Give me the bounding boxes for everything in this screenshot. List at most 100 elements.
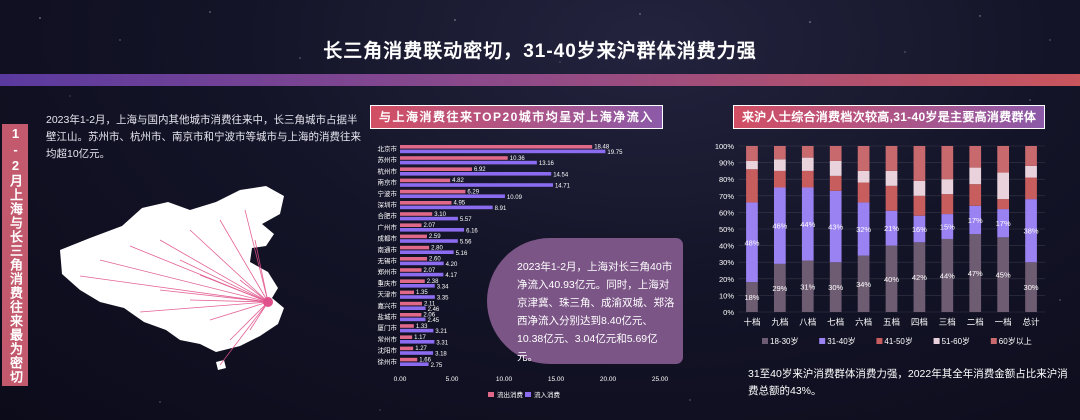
stack-segment [857, 182, 870, 203]
inflow-bar [400, 317, 426, 322]
segment-label-31-40: 16% [912, 225, 927, 234]
x-tick-label: 15.00 [548, 376, 565, 383]
inflow-bar [400, 340, 435, 344]
outflow-bar [400, 279, 425, 283]
x-category-label: 二档 [967, 317, 984, 327]
city-label: 北京市 [378, 144, 398, 153]
stack-segment [774, 263, 786, 312]
inflow-bar [400, 216, 458, 221]
y-tick-label: 50% [719, 225, 734, 234]
stack-segment [885, 146, 898, 171]
china-map-shape [60, 186, 284, 352]
segment-label-18-30: 31% [800, 282, 815, 291]
outflow-bar [400, 212, 433, 216]
outflow-bar [400, 245, 430, 250]
inflow-value-label: 8.91 [495, 206, 507, 212]
segment-label-31-40: 48% [744, 238, 759, 247]
stack-segment [746, 160, 758, 170]
stack-segment [969, 184, 982, 206]
inflow-bar [400, 295, 435, 299]
stack-segment [829, 160, 842, 176]
x-category-label: 六档 [855, 317, 872, 327]
chart2-age-stacked-bar: 0% 10% 20% 30% 40% 50% 60% 70% 80% 90% 100% 18% 48% 十… [715, 142, 1045, 346]
inflow-bar [400, 362, 429, 366]
chart2-title: 来沪人士综合消费档次较高,31-40岁是主要高消费群体 [733, 105, 1046, 129]
inflow-value-label: 4.17 [445, 273, 457, 279]
x-category-label: 四档 [911, 317, 928, 327]
outflow-bar [400, 268, 422, 272]
x-category-label: 七档 [827, 317, 844, 327]
segment-label-31-40: 32% [856, 225, 871, 234]
segment-label-18-30: 18% [744, 293, 759, 302]
inflow-value-label: 2.75 [431, 363, 443, 369]
segment-label-31-40: 44% [800, 220, 815, 229]
outflow-value-label: 1.33 [416, 324, 428, 330]
inflow-value-label: 2.46 [428, 307, 440, 313]
chart1-title: 与上海消费往来TOP20城市均呈对上海净流入 [370, 105, 663, 129]
city-label: 南京市 [378, 178, 398, 187]
segment-label-18-30: 44% [940, 271, 955, 280]
city-label: 常州市 [378, 334, 398, 343]
legend-label: 60岁以上 [999, 336, 1032, 346]
flow-lines [79, 209, 269, 366]
segment-label-31-40: 46% [772, 222, 787, 231]
city-label: 天津市 [378, 290, 398, 299]
stack-segment [885, 245, 898, 312]
inflow-value-label: 19.75 [607, 150, 623, 156]
legend-swatch [933, 338, 940, 344]
y-tick-label: 80% [719, 175, 734, 184]
outflow-value-label: 1.17 [414, 335, 426, 341]
outflow-value-label: 6.92 [474, 167, 486, 173]
inflow-bar [400, 261, 444, 266]
outflow-bar [400, 313, 422, 317]
stack-segment [746, 202, 758, 283]
outflow-bar [400, 234, 427, 239]
shanghai-marker [263, 297, 273, 307]
x-tick-label: 20.00 [600, 376, 617, 383]
inflow-value-label: 5.56 [460, 240, 472, 246]
inflow-value-label: 3.34 [437, 284, 449, 290]
segment-label-18-30: 30% [828, 283, 843, 292]
stack-segment [801, 187, 814, 261]
stack-segment [885, 185, 898, 211]
inflow-bar [400, 284, 435, 288]
segment-label-18-30: 29% [772, 284, 787, 293]
inflow-bar [400, 328, 434, 333]
y-tick-label: 20% [719, 275, 734, 284]
stack-segment [997, 237, 1009, 312]
legend-swatch [819, 338, 826, 344]
inflow-bar [400, 183, 553, 187]
inflow-value-label: 2.45 [427, 318, 439, 324]
x-category-label: 总计 [1023, 317, 1041, 327]
stack-segment [746, 146, 758, 161]
inflow-bar [400, 239, 458, 243]
legend-swatch [876, 338, 883, 344]
stack-segment [829, 175, 842, 191]
city-label: 宁波市 [378, 189, 398, 198]
stack-segment [857, 255, 870, 312]
stack-segment [774, 170, 786, 188]
segment-label-31-40: 15% [940, 223, 955, 232]
stack-segment [941, 214, 954, 239]
stack-segment [941, 194, 954, 215]
outflow-bar [400, 346, 414, 351]
stack-segment [941, 146, 954, 180]
inflow-bar [400, 228, 465, 232]
outflow-bar [400, 201, 452, 205]
stack-segment [801, 157, 814, 171]
city-label: 盐城市 [378, 312, 398, 321]
title-divider-bar [0, 74, 1080, 86]
legend-outflow-swatch [488, 392, 494, 397]
legend-inflow-swatch [525, 392, 531, 397]
page-title: 长三角消费联动密切，31-40岁来沪群体消费力强 [323, 41, 757, 62]
outflow-bar [400, 189, 466, 194]
inflow-bar [400, 351, 434, 355]
outflow-bar [400, 335, 413, 339]
segment-label-31-40: 43% [828, 223, 843, 232]
footnote-text: 31至40岁来沪消费群体消费力强，2022年其全年消费金额占比来沪消费总额的43… [748, 368, 1068, 397]
y-tick-label: 40% [719, 242, 734, 251]
stack-segment [913, 180, 926, 196]
segment-label-18-30: 30% [1024, 283, 1039, 292]
city-label: 苏州市 [378, 155, 398, 164]
